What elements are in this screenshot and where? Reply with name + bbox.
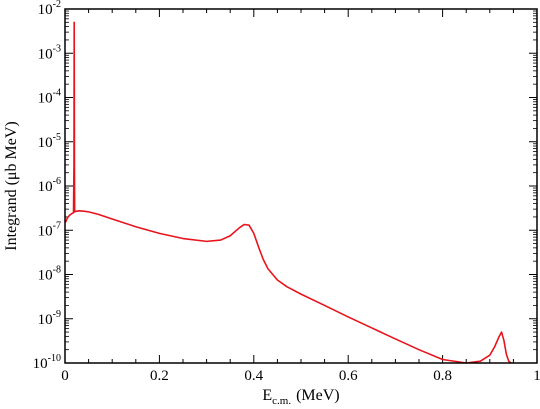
x-tick-label: 0.4: [244, 368, 263, 384]
y-tick-label-exponent: -8: [53, 265, 61, 276]
data-series-line: [64, 21, 512, 364]
y-tick-label-base: 10: [38, 46, 53, 62]
x-tick-label: 0.6: [339, 368, 358, 384]
y-tick-label-base: 10: [38, 91, 53, 107]
y-tick-label-exponent: -4: [53, 88, 61, 99]
series-layer: [64, 21, 512, 364]
y-tick-label: 10-4: [38, 88, 61, 107]
y-tick-label-exponent: -6: [53, 176, 61, 187]
y-tick-label-exponent: -5: [53, 132, 61, 143]
y-tick-label: 10-3: [38, 43, 61, 62]
x-tick-label: 0: [61, 368, 69, 384]
y-tick-label-base: 10: [33, 356, 48, 372]
y-tick-label: 10-2: [38, 0, 61, 18]
x-tick-label: 0.8: [433, 368, 452, 384]
x-axis-label-main: E: [262, 387, 272, 404]
y-tick-label: 10-9: [38, 309, 61, 328]
y-tick-label-base: 10: [38, 2, 53, 18]
x-tick-label: 1: [533, 368, 540, 384]
y-tick-label-base: 10: [38, 135, 53, 151]
y-tick-label-exponent: -10: [48, 353, 61, 364]
x-axis-label-subscript: c.m.: [272, 395, 291, 407]
y-tick-label: 10-10: [33, 353, 61, 372]
x-axis-ticks: 0 0.2 0.4 0.6 0.8 1: [61, 9, 540, 384]
y-tick-label: 10-8: [38, 265, 61, 284]
y-tick-label-base: 10: [38, 268, 53, 284]
y-tick-label-base: 10: [38, 179, 53, 195]
y-tick-label-base: 10: [38, 223, 53, 239]
y-axis-label: Integrand (μb MeV): [3, 121, 20, 250]
y-tick-label: 10-6: [38, 176, 61, 195]
x-axis-label-unit: (MeV): [296, 387, 340, 404]
y-tick-label-base: 10: [38, 312, 53, 328]
y-tick-label-exponent: -3: [53, 43, 61, 54]
y-tick-label-exponent: -2: [53, 0, 61, 10]
y-tick-label-exponent: -7: [53, 220, 61, 231]
y-tick-label-exponent: -9: [53, 309, 61, 320]
y-tick-label: 10-7: [38, 220, 61, 239]
plot-frame: [64, 8, 538, 364]
x-axis-label: Ec.m. (MeV): [262, 387, 339, 407]
y-tick-label: 10-5: [38, 132, 61, 151]
x-tick-label: 0.2: [150, 368, 169, 384]
